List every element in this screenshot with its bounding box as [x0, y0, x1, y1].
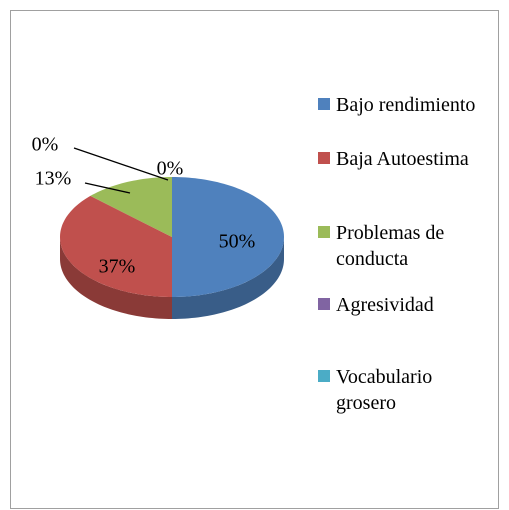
legend-swatch: [318, 298, 330, 310]
legend-label: Problemas de conducta: [336, 222, 445, 270]
leader-line: [84, 182, 131, 194]
slice: [172, 177, 284, 297]
data-label: 37%: [99, 256, 136, 278]
legend-item: Problemas de conducta: [318, 220, 488, 272]
legend-item: Bajo rendimiento: [318, 92, 488, 118]
legend-swatch: [318, 152, 330, 164]
legend-swatch: [318, 98, 330, 110]
legend-label: Bajo rendimiento: [336, 94, 476, 116]
legend-label: Agresividad: [336, 294, 434, 316]
slice: [60, 195, 173, 297]
leader-line: [73, 147, 169, 181]
chart-border: [10, 10, 499, 509]
data-label: 0%: [157, 158, 184, 180]
data-label: 13%: [35, 168, 72, 190]
legend-item: Baja Autoestima: [318, 146, 488, 172]
slice-side: [172, 237, 284, 319]
legend-label: Baja Autoestima: [336, 148, 469, 170]
legend-swatch: [318, 370, 330, 382]
legend-item: Vocabulario grosero: [318, 364, 488, 416]
data-label: 50%: [219, 231, 256, 253]
slice: [90, 177, 172, 237]
data-label: 0%: [32, 134, 59, 156]
legend-item: Agresividad: [318, 292, 488, 318]
legend-label: Vocabulario grosero: [336, 366, 433, 414]
legend-swatch: [318, 226, 330, 238]
slice-side: [60, 237, 172, 319]
